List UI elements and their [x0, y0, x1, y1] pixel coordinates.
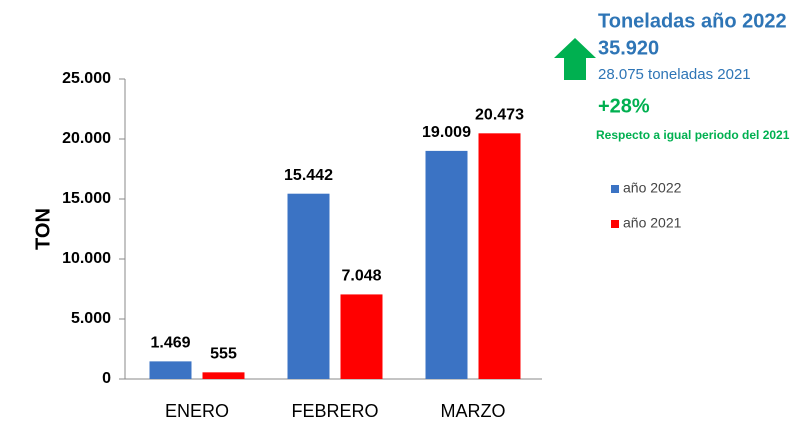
x-tick-label: MARZO [441, 401, 506, 421]
annotation-change: +28% [598, 95, 650, 117]
annotation-note-box: Respecto a igual periodo del 2021 [596, 128, 790, 142]
y-tick-label: 0 [102, 370, 111, 387]
value-label: 20.473 [475, 107, 524, 124]
bar [478, 133, 521, 379]
y-tick-label: 20.000 [62, 130, 111, 147]
annotation-total: 35.920 [598, 37, 659, 59]
y-tick-label: 15.000 [62, 190, 111, 207]
value-label: 19.009 [422, 124, 471, 141]
bar [202, 372, 245, 379]
annotation-previous: 28.075 toneladas 2021 [598, 66, 751, 83]
y-axis-label: TON [32, 208, 54, 250]
legend-label: año 2022 [623, 180, 682, 196]
legend-swatch [611, 185, 619, 193]
legend-swatch [611, 220, 619, 228]
annotation-title: Toneladas año 2022 [598, 10, 787, 32]
x-tick-label: ENERO [165, 401, 229, 421]
bar [287, 193, 330, 379]
annotation-note: Respecto a igual periodo del 2021 [596, 128, 790, 142]
value-label: 1.469 [150, 335, 190, 352]
x-tick-label: FEBRERO [291, 401, 378, 421]
up-arrow [554, 38, 596, 80]
bar [149, 361, 192, 379]
bar [340, 294, 383, 379]
y-tick-label: 10.000 [62, 250, 111, 267]
bar [425, 150, 468, 379]
value-label: 7.048 [341, 268, 381, 285]
legend-label: año 2021 [623, 215, 682, 231]
y-tick-label: 25.000 [62, 70, 111, 87]
value-label: 555 [210, 346, 237, 363]
value-label: 15.442 [284, 167, 333, 184]
y-tick-label: 5.000 [71, 310, 111, 327]
